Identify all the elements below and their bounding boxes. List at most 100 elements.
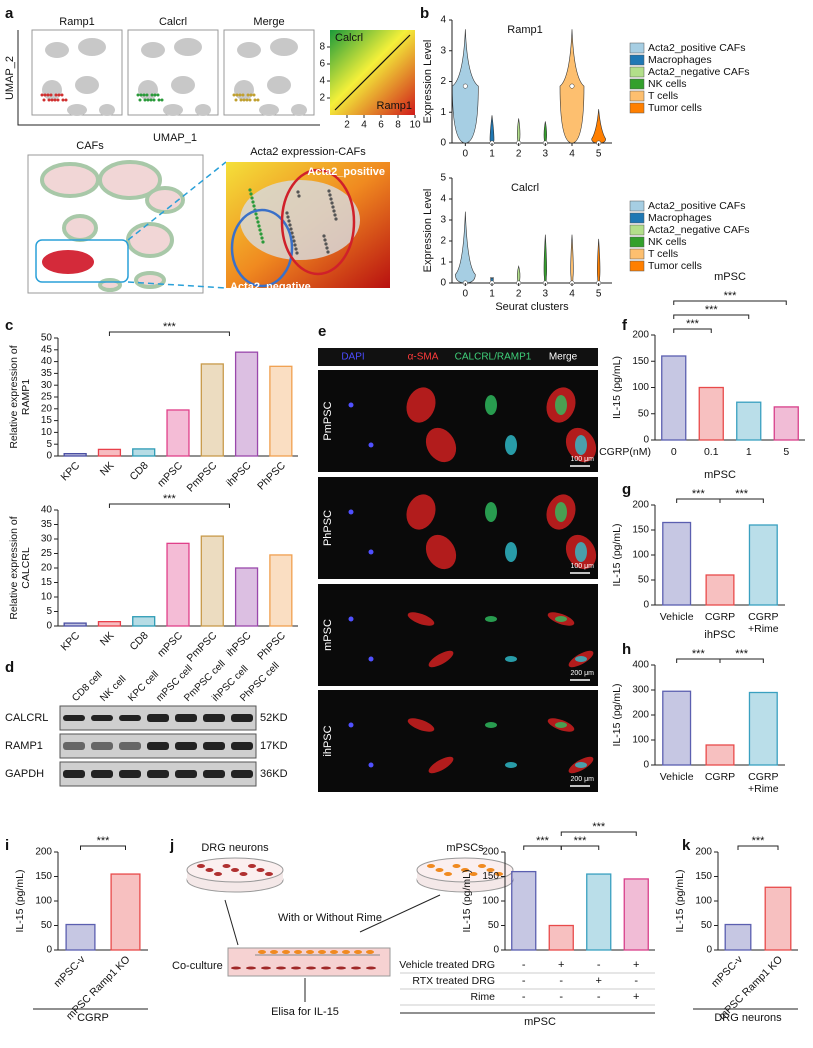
bar: [166, 542, 190, 627]
channel-label: DAPI: [341, 352, 364, 363]
y-tick-label: 0: [706, 945, 712, 956]
legend-swatch: [629, 248, 645, 260]
insert-cell: [258, 950, 266, 954]
y-tick-label: 1: [440, 257, 446, 268]
umap-dot: [50, 98, 54, 102]
y-tick-label: 100: [482, 896, 499, 907]
bar: [548, 924, 574, 951]
y-tick-label: 30: [41, 534, 53, 545]
insert-cell: [366, 950, 374, 954]
bottom-cell: [246, 966, 256, 970]
bar: [736, 401, 762, 441]
zoom-dot: [293, 243, 297, 247]
cafs-cluster: [145, 186, 185, 214]
panel-label: k: [682, 837, 691, 854]
blot-size-label: 36KD: [260, 768, 288, 780]
umap-dot: [64, 98, 68, 102]
blot-band: [175, 742, 197, 750]
blot-band: [203, 770, 225, 778]
blot-band: [175, 770, 197, 778]
sig-label: ***: [692, 488, 706, 500]
y-tick-label: 15: [41, 415, 53, 426]
y-tick-label: 5: [46, 439, 52, 450]
y-tick-label: 150: [482, 871, 499, 882]
sig-label: ***: [686, 318, 700, 330]
cell: [452, 864, 461, 868]
legend-swatch: [629, 54, 645, 66]
x-tick-label: 1: [746, 446, 752, 458]
legend-label: Acta2_negative CAFs: [648, 224, 750, 236]
violin-title: Ramp1: [507, 24, 542, 36]
treatment-label: With or Without Rime: [278, 912, 382, 924]
umap-dot: [253, 98, 257, 102]
zoom-dot: [297, 194, 301, 198]
zoom-dot: [259, 232, 263, 236]
umap-dot: [150, 93, 154, 97]
umap-cluster: [174, 38, 202, 56]
umap-frame: [223, 29, 315, 116]
bar: [63, 452, 87, 457]
sig-bracket: [719, 658, 764, 663]
bar: [623, 878, 649, 951]
image-row: [318, 477, 598, 579]
chart-title: ihPSC: [704, 629, 735, 641]
sig-bracket: [108, 503, 230, 508]
legend-swatch: [629, 236, 645, 248]
panel-label: i: [5, 837, 9, 854]
bar: [586, 873, 612, 951]
umap-cluster: [138, 80, 158, 100]
x-tick-label: 0: [463, 289, 469, 300]
y-tick-label: 2: [440, 236, 446, 247]
panel-label: a: [5, 5, 14, 22]
footer-label: DRG neurons: [714, 1012, 782, 1024]
umap-cluster: [78, 38, 106, 56]
condition-value: -: [634, 975, 638, 987]
violin: [570, 234, 574, 284]
umap-dot: [248, 98, 252, 102]
zoom-dot: [255, 216, 259, 220]
blot-band: [119, 770, 141, 778]
umap-axis: [17, 30, 320, 126]
blot-band: [231, 742, 253, 750]
bar: [705, 744, 735, 766]
zoom-dot: [328, 193, 332, 197]
zoom-dot: [258, 228, 262, 232]
umap-dot: [60, 93, 64, 97]
cell: [231, 868, 239, 872]
cell: [265, 872, 273, 876]
actin: [425, 534, 457, 570]
cell: [214, 872, 222, 876]
zoom-dot: [249, 192, 253, 196]
zoom-dot: [329, 197, 333, 201]
actin: [406, 387, 436, 423]
sig-bracket: [673, 300, 787, 305]
cafs-cluster: [126, 222, 174, 258]
scale-arrow: [334, 34, 411, 111]
legend-label: T cells: [648, 248, 678, 260]
zoom-dot: [322, 234, 326, 238]
panel-label: e: [318, 323, 326, 340]
zoom-dot: [285, 211, 289, 215]
blot-size-label: 17KD: [260, 740, 288, 752]
sig-bracket: [673, 314, 750, 319]
cell: [495, 872, 503, 876]
actin: [428, 756, 454, 774]
y-axis-label: IL-15 (pg/mL): [611, 356, 623, 419]
panel-label: d: [5, 659, 14, 676]
umap-dot: [235, 93, 239, 97]
zoom-dot: [295, 251, 299, 255]
cell: [427, 864, 435, 868]
actin: [407, 612, 435, 626]
y-tick-label: 20: [41, 563, 53, 574]
umap-cluster: [267, 76, 291, 94]
bar: [662, 690, 692, 766]
y-tick-label: 25: [41, 392, 53, 403]
zoom-dot: [289, 227, 293, 231]
sig-label: ***: [752, 835, 766, 847]
bar: [724, 923, 752, 951]
blot-band: [63, 715, 85, 721]
umap-cluster: [99, 104, 115, 116]
cell: [222, 864, 231, 868]
blot-band: [91, 715, 113, 721]
y-tick-label: 40: [41, 505, 53, 516]
